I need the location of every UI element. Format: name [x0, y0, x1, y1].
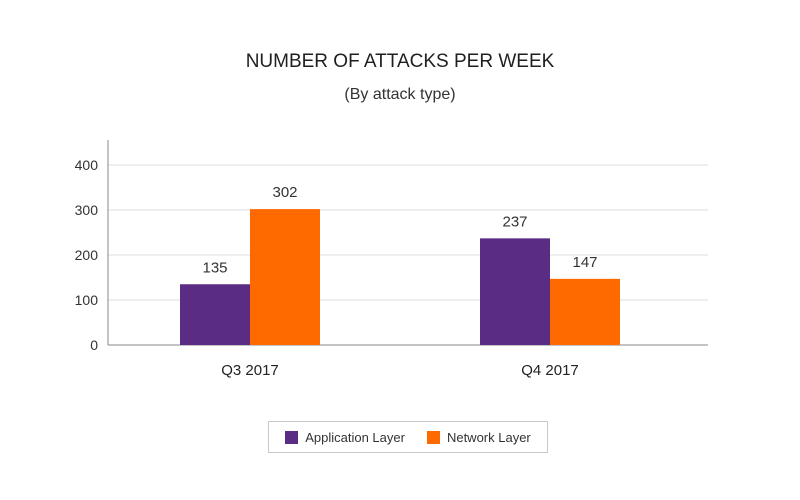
legend-item-network-layer: Network Layer [426, 429, 531, 445]
y-axis-ticks: 0 100 200 300 400 [75, 157, 99, 353]
bar-application-layer-q4-2017 [480, 238, 550, 345]
y-tick-label: 100 [75, 292, 99, 308]
data-label: 237 [502, 213, 527, 230]
data-label: 147 [572, 254, 597, 271]
chart-title: NUMBER OF ATTACKS PER WEEK [246, 51, 555, 72]
legend-label-application-layer: Application Layer [305, 429, 405, 445]
bar-network-layer-q3-2017 [250, 209, 320, 345]
y-tick-label: 200 [75, 247, 99, 263]
bar-network-layer-q4-2017 [550, 278, 620, 345]
data-label: 302 [272, 184, 297, 201]
y-tick-label: 0 [90, 337, 98, 353]
x-category-label: Q4 2017 [521, 362, 579, 379]
chart-legend: Application Layer Network Layer [268, 421, 548, 453]
y-tick-label: 300 [75, 202, 99, 218]
bar-application-layer-q3-2017 [180, 284, 250, 345]
data-labels: 135 302 237 147 [202, 184, 597, 276]
x-category-label: Q3 2017 [221, 362, 279, 379]
data-label: 135 [202, 259, 227, 276]
legend-swatch-application-layer [285, 430, 299, 444]
legend-swatch-network-layer [426, 430, 440, 444]
x-axis-categories: Q3 2017 Q4 2017 [221, 362, 579, 379]
legend-label-network-layer: Network Layer [446, 429, 531, 445]
y-tick-label: 400 [75, 157, 99, 173]
chart-subtitle: (By attack type) [344, 86, 455, 103]
bars [180, 209, 620, 345]
legend-item-application-layer: Application Layer [285, 430, 405, 445]
